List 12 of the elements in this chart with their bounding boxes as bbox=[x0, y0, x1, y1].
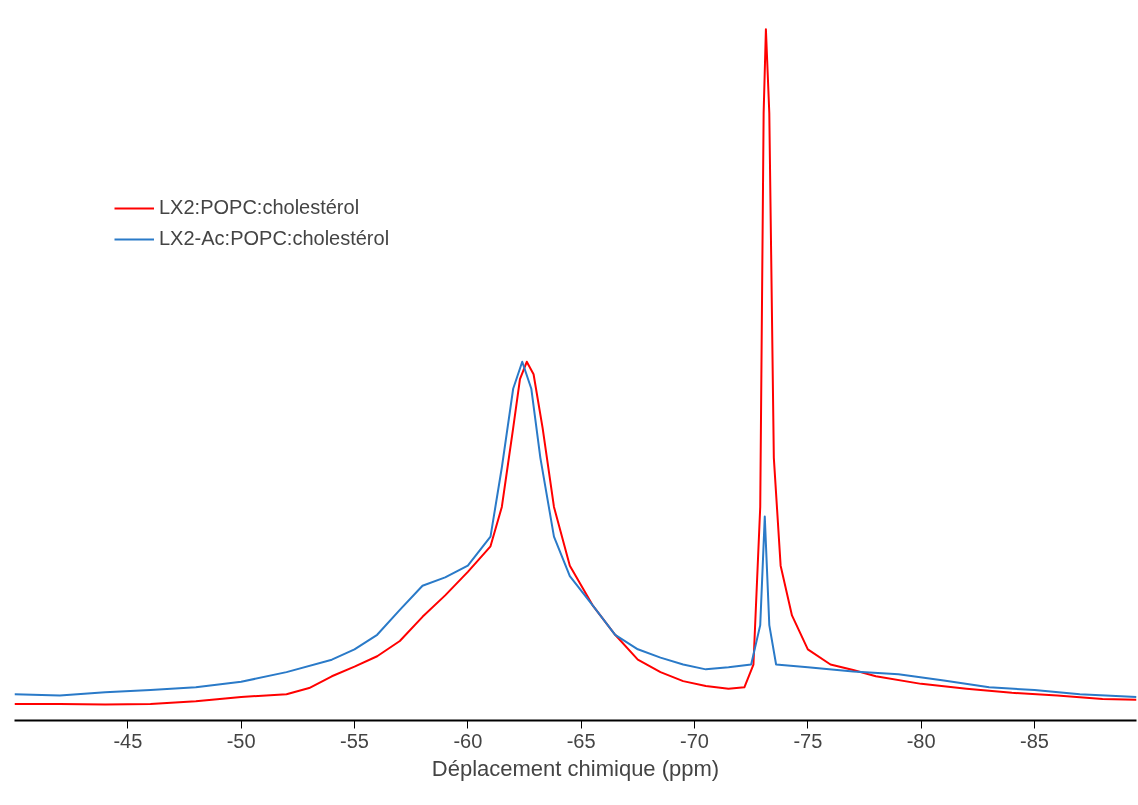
x-tick-label: -75 bbox=[793, 729, 823, 752]
x-tick-label: -55 bbox=[340, 729, 369, 752]
x-tick-label: -45 bbox=[113, 729, 143, 752]
legend-label: LX2:POPC:cholestérol bbox=[159, 196, 360, 219]
x-tick-label: -65 bbox=[566, 729, 596, 752]
x-tick-label: -70 bbox=[680, 729, 709, 752]
x-tick-label: -50 bbox=[226, 729, 256, 752]
legend-label: LX2-Ac:POPC:cholestérol bbox=[159, 227, 390, 250]
x-tick-label: -60 bbox=[453, 729, 483, 752]
x-tick-label: -80 bbox=[906, 729, 936, 752]
x-axis-title: Déplacement chimique (ppm) bbox=[431, 755, 720, 781]
x-tick-label: -85 bbox=[1020, 729, 1049, 752]
